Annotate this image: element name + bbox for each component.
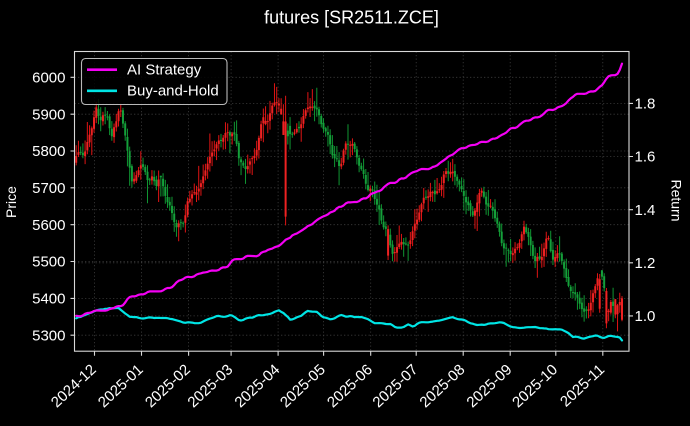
svg-text:6000: 6000 [32,70,65,87]
svg-text:5400: 5400 [32,291,65,308]
svg-text:5300: 5300 [32,327,65,344]
svg-text:1.2: 1.2 [635,255,656,272]
svg-text:5900: 5900 [32,106,65,123]
svg-text:5700: 5700 [32,180,65,197]
svg-text:Return: Return [669,179,685,221]
svg-text:1.6: 1.6 [635,149,656,166]
svg-text:1.0: 1.0 [635,308,656,325]
svg-text:AI Strategy: AI Strategy [127,62,202,79]
svg-text:5500: 5500 [32,254,65,271]
svg-text:5600: 5600 [32,217,65,234]
svg-text:Buy-and-Hold: Buy-and-Hold [127,83,219,100]
svg-text:Price: Price [3,186,19,218]
svg-text:1.8: 1.8 [635,96,656,113]
svg-text:5800: 5800 [32,143,65,160]
svg-text:futures [SR2511.ZCE]: futures [SR2511.ZCE] [264,8,439,28]
svg-text:1.4: 1.4 [635,202,656,219]
